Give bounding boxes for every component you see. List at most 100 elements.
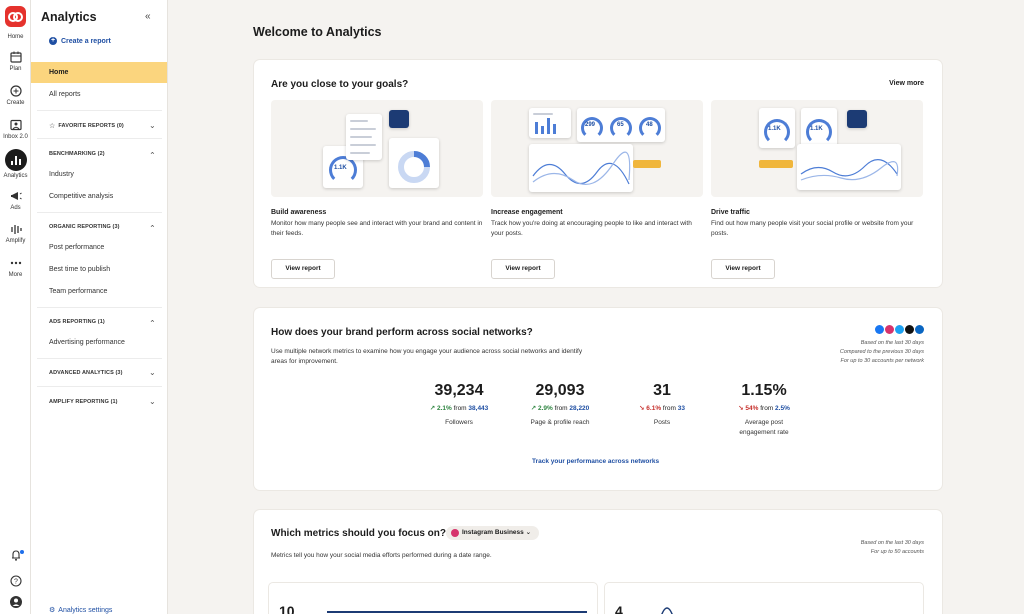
chevron-up-icon[interactable]: ⌄ xyxy=(149,318,156,327)
view-report-button[interactable]: View report xyxy=(711,259,775,279)
megaphone-icon xyxy=(10,192,22,200)
drive-traffic-illustration: 1.1K 1.1K xyxy=(711,100,923,197)
global-nav-rail: Home Plan Create Inbox 2.0 Analytics Ads… xyxy=(0,0,31,614)
sidebar-section-ads[interactable]: ADS REPORTING (1) xyxy=(49,319,105,325)
rail-analytics[interactable]: Analytics xyxy=(0,149,31,179)
illus-panel xyxy=(529,144,633,192)
chevron-down-icon[interactable]: ⌄ xyxy=(149,121,156,130)
gear-icon: ⚙ xyxy=(49,607,56,614)
sidebar-section-organic[interactable]: ORGANIC REPORTING (3) xyxy=(49,224,120,230)
rail-home[interactable]: Home xyxy=(0,32,31,40)
illus-panel xyxy=(797,144,901,190)
twitter-icon xyxy=(895,325,904,334)
trend-up-arrow-icon: ↗ xyxy=(429,405,436,412)
instagram-icon xyxy=(885,325,894,334)
view-report-button[interactable]: View report xyxy=(491,259,555,279)
sidebar-divider xyxy=(37,212,162,213)
panel-value: 10 xyxy=(279,603,295,614)
track-performance-link[interactable]: Track your performance across networks xyxy=(532,458,660,465)
illus-panel xyxy=(847,110,867,128)
illus-gauge-value: 1.1K xyxy=(810,126,823,132)
metric-change: 2.1% xyxy=(436,405,452,412)
metric-previous: 2.5% xyxy=(775,405,790,412)
sidebar-item-home[interactable]: Home xyxy=(49,69,69,76)
metric-previous: 33 xyxy=(677,405,685,412)
sidebar-item-competitive-analysis[interactable]: Competitive analysis xyxy=(49,193,114,200)
favorites-label: FAVORITE REPORTS (0) xyxy=(58,123,124,129)
sidebar-section-amplify[interactable]: AMPLIFY REPORTING (1) xyxy=(49,399,118,405)
badge-label: Instagram Business xyxy=(462,529,524,536)
goals-card: Are you close to your goals? View more 1… xyxy=(254,60,942,287)
network-selector-badge[interactable]: Instagram Business ⌄ xyxy=(446,526,540,540)
note-text: Based on the last 30 days xyxy=(860,540,924,546)
sidebar-section-benchmarking[interactable]: BENCHMARKING (2) xyxy=(49,151,105,157)
sidebar-divider xyxy=(37,110,162,111)
chevron-up-icon[interactable]: ⌄ xyxy=(149,223,156,232)
chevron-down-icon[interactable]: ⌄ xyxy=(149,368,156,377)
chevron-up-icon[interactable]: ⌄ xyxy=(149,150,156,159)
sidebar-item-home-bg xyxy=(31,62,167,83)
note-text: For up to 50 accounts xyxy=(870,549,924,555)
rail-amplify[interactable]: Amplify xyxy=(0,222,31,244)
calendar-icon xyxy=(9,51,22,63)
amplify-icon xyxy=(10,225,22,234)
create-report-link[interactable]: + Create a report xyxy=(49,37,111,45)
note-text: For up to 30 accounts per network xyxy=(840,358,924,364)
goal-description: Track how you're doing at encouraging pe… xyxy=(491,220,692,237)
rail-more[interactable]: More xyxy=(0,256,31,278)
rail-inbox-label: Inbox 2.0 xyxy=(3,134,28,140)
chevron-down-icon[interactable]: ⌄ xyxy=(149,397,156,406)
collapse-sidebar-icon[interactable]: « xyxy=(145,11,151,22)
rail-help[interactable]: ? xyxy=(0,574,31,588)
goal-increase-engagement: 299 65 48 Increase engagement Track how … xyxy=(491,100,703,279)
view-more-link[interactable]: View more xyxy=(889,80,924,87)
illus-gauge-value: 1.1K xyxy=(768,126,781,132)
sidebar-item-all-reports[interactable]: All reports xyxy=(49,91,81,98)
rail-create[interactable]: Create xyxy=(0,84,31,106)
metric-change: 2.9% xyxy=(537,405,553,412)
illus-panel: 1.1K xyxy=(323,146,363,188)
goals-heading: Are you close to your goals? xyxy=(271,79,409,90)
rail-ads[interactable]: Ads xyxy=(0,189,31,211)
avatar-icon xyxy=(9,596,22,608)
rail-notifications[interactable] xyxy=(0,548,31,562)
view-report-button[interactable]: View report xyxy=(271,259,335,279)
rail-home-label: Home xyxy=(7,34,24,40)
metric-chart-panel: 4 xyxy=(604,582,924,614)
illus-panel xyxy=(389,110,409,128)
sidebar-section-advanced[interactable]: ADVANCED ANALYTICS (3) xyxy=(49,370,123,376)
metric-posts: 31 ↘ 6.1% from 33 Posts xyxy=(602,382,722,428)
plus-circle-icon xyxy=(9,85,22,97)
facebook-icon xyxy=(875,325,884,334)
analytics-settings-link[interactable]: ⚙ Analytics settings xyxy=(49,606,112,614)
rail-plan-label: Plan xyxy=(9,66,22,72)
metric-engagement-rate: 1.15% ↘ 54% from 2.5% Average post engag… xyxy=(704,382,824,437)
increase-engagement-illustration: 299 65 48 xyxy=(491,100,703,197)
sidebar-item-team-performance[interactable]: Team performance xyxy=(49,288,108,295)
linkedin-icon xyxy=(915,325,924,334)
analytics-settings-label: Analytics settings xyxy=(58,606,113,614)
sidebar-item-post-performance[interactable]: Post performance xyxy=(49,244,105,251)
sidebar-title: Analytics xyxy=(41,10,97,24)
sidebar-section-favorites[interactable]: ☆ FAVORITE REPORTS (0) xyxy=(49,122,124,130)
focus-heading: Which metrics should you focus on? xyxy=(271,528,447,539)
rail-inbox[interactable]: Inbox 2.0 xyxy=(0,118,31,140)
rail-analytics-label: Analytics xyxy=(3,173,28,179)
sidebar-divider xyxy=(37,358,162,359)
sidebar-item-advertising-performance[interactable]: Advertising performance xyxy=(49,339,125,346)
metric-comparison: ↘ 54% from 2.5% xyxy=(704,404,824,412)
rail-profile[interactable] xyxy=(0,595,31,609)
illus-panel xyxy=(389,138,439,188)
inbox-icon xyxy=(9,119,22,131)
brand-performance-card: How does your brand perform across socia… xyxy=(254,308,942,490)
metric-from: from xyxy=(760,405,774,412)
metric-from: from xyxy=(662,405,676,412)
focus-metrics-card: Which metrics should you focus on? Insta… xyxy=(254,510,942,614)
goal-title: Increase engagement xyxy=(491,209,563,216)
metric-from: from xyxy=(453,405,467,412)
sidebar-item-industry[interactable]: Industry xyxy=(49,171,74,178)
notification-dot xyxy=(20,550,24,554)
sidebar-item-best-time[interactable]: Best time to publish xyxy=(49,266,111,273)
rail-plan[interactable]: Plan xyxy=(0,50,31,72)
hootsuite-logo-icon[interactable] xyxy=(5,6,26,27)
